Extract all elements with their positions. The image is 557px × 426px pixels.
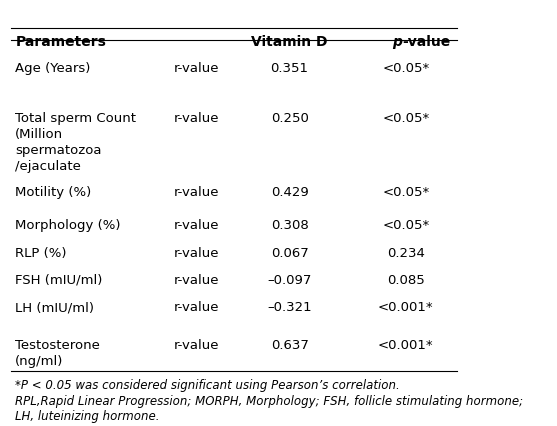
Text: r-value: r-value <box>173 219 219 232</box>
Text: r-value: r-value <box>173 338 219 351</box>
Text: Motility (%): Motility (%) <box>16 185 91 199</box>
Text: 0.234: 0.234 <box>387 246 425 259</box>
Text: 0.067: 0.067 <box>271 246 309 259</box>
Text: 0.085: 0.085 <box>387 273 424 286</box>
Text: r-value: r-value <box>173 246 219 259</box>
Text: –0.097: –0.097 <box>267 273 312 286</box>
Text: –0.321: –0.321 <box>267 300 312 313</box>
Text: FSH (mIU/ml): FSH (mIU/ml) <box>16 273 102 286</box>
Text: <0.05*: <0.05* <box>382 62 429 75</box>
Text: 0.637: 0.637 <box>271 338 309 351</box>
Text: Age (Years): Age (Years) <box>16 62 91 75</box>
Text: <0.05*: <0.05* <box>382 112 429 125</box>
Text: p: p <box>392 35 402 49</box>
Text: LH, luteinizing hormone.: LH, luteinizing hormone. <box>16 409 160 423</box>
Text: RPL,Rapid Linear Progression; MORPH, Morphology; FSH, follicle stimulating hormo: RPL,Rapid Linear Progression; MORPH, Mor… <box>16 394 524 406</box>
Text: -value: -value <box>402 35 450 49</box>
Text: 0.429: 0.429 <box>271 185 309 199</box>
Text: r-value: r-value <box>173 300 219 313</box>
Text: Vitamin D: Vitamin D <box>251 35 328 49</box>
Text: <0.05*: <0.05* <box>382 185 429 199</box>
Text: <0.05*: <0.05* <box>382 219 429 232</box>
Text: Parameters: Parameters <box>16 35 106 49</box>
Text: 0.351: 0.351 <box>271 62 309 75</box>
Text: 0.250: 0.250 <box>271 112 309 125</box>
Text: r-value: r-value <box>173 112 219 125</box>
Text: LH (mIU/ml): LH (mIU/ml) <box>16 300 94 313</box>
Text: Testosterone
(ng/ml): Testosterone (ng/ml) <box>16 338 100 367</box>
Text: r-value: r-value <box>173 273 219 286</box>
Text: <0.001*: <0.001* <box>378 338 433 351</box>
Text: r-value: r-value <box>173 62 219 75</box>
Text: <0.001*: <0.001* <box>378 300 433 313</box>
Text: 0.308: 0.308 <box>271 219 309 232</box>
Text: Morphology (%): Morphology (%) <box>16 219 121 232</box>
Text: Total sperm Count
(Million
spermatozoa
/ejaculate: Total sperm Count (Million spermatozoa /… <box>16 112 136 173</box>
Text: r-value: r-value <box>173 185 219 199</box>
Text: *P < 0.05 was considered significant using Pearson’s correlation.: *P < 0.05 was considered significant usi… <box>16 378 400 391</box>
Text: RLP (%): RLP (%) <box>16 246 67 259</box>
